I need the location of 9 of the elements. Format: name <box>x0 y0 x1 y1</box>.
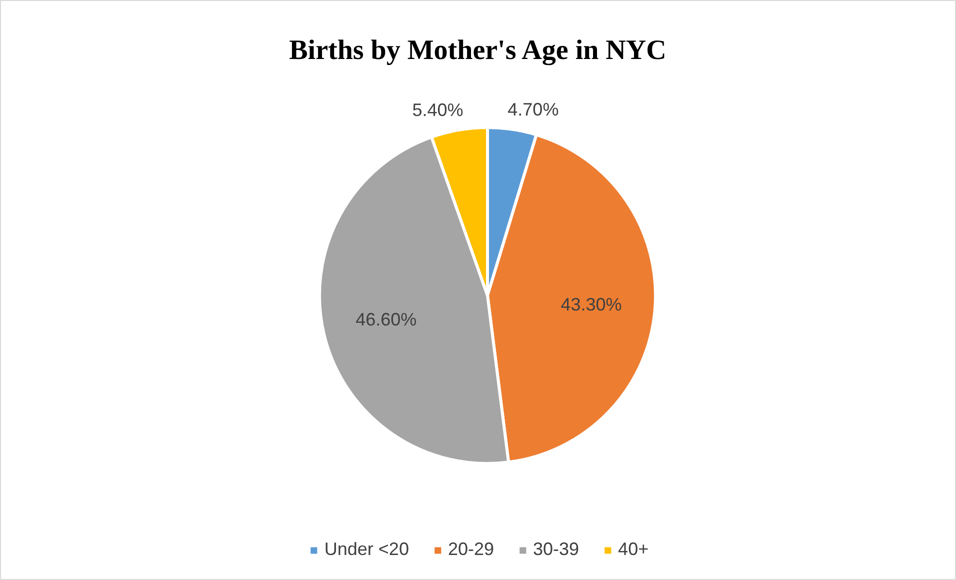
data-label: 46.60% <box>356 309 417 330</box>
data-label: 4.70% <box>508 99 559 120</box>
data-label: 43.30% <box>560 294 622 314</box>
data-label: 5.40% <box>412 100 464 120</box>
legend-label: 20-29 <box>448 539 494 560</box>
legend-label: Under <20 <box>324 539 409 560</box>
legend-label: 30-39 <box>533 539 580 560</box>
chart-title: Births by Mother's Age in NYC <box>289 35 666 66</box>
legend-label: 40+ <box>618 539 649 560</box>
